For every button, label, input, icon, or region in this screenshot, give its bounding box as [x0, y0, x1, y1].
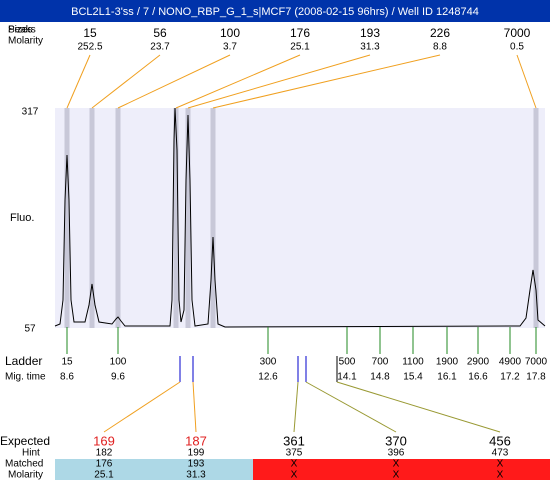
hint: 473 [492, 448, 509, 459]
expected-size: 456 [489, 433, 511, 448]
peak-band [89, 108, 95, 328]
peak-molarity: 8.8 [433, 42, 447, 53]
peak-connector [212, 54, 441, 109]
peak-connector [117, 54, 231, 109]
ladder-size: 4900 [499, 357, 522, 368]
ladder-size: 2900 [467, 357, 490, 368]
ladder-size: 1900 [436, 357, 459, 368]
ladder-size: 700 [372, 357, 389, 368]
peak-size: 56 [153, 26, 167, 40]
expected-size: 361 [283, 433, 305, 448]
plot-area [55, 108, 545, 328]
expected-size: 370 [385, 433, 407, 448]
peak-band [115, 108, 121, 328]
mig-time: 17.8 [526, 372, 546, 383]
hint: 199 [188, 448, 205, 459]
peak-connector [187, 54, 371, 109]
peaks-label: Peaks [8, 25, 36, 36]
connector [305, 381, 397, 433]
matched: X [393, 459, 400, 470]
matched: 176 [96, 459, 113, 470]
peak-size: 226 [430, 26, 450, 40]
hint: 375 [286, 448, 303, 459]
mig-time: 8.6 [60, 372, 74, 383]
peak-molarity: 31.3 [360, 42, 380, 53]
y-axis-label: Fluo. [10, 212, 34, 224]
peak-band [173, 108, 179, 328]
ladder-size: 500 [339, 357, 356, 368]
matched-molarity: X [497, 470, 504, 480]
connector [103, 381, 181, 433]
peak-size: 193 [360, 26, 380, 40]
connector [336, 381, 501, 433]
peak-size: 15 [83, 26, 97, 40]
mig-time-label: Mig. time [5, 372, 46, 383]
hint: 182 [96, 448, 113, 459]
matched-molarity: X [291, 470, 298, 480]
ladder-size: 7000 [525, 357, 548, 368]
matched: X [291, 459, 298, 470]
ladder-label: Ladder [5, 354, 42, 368]
hint: 396 [388, 448, 405, 459]
molarity-row-label: Molarity [8, 470, 43, 480]
mig-time: 16.6 [468, 372, 488, 383]
ladder-size: 300 [260, 357, 277, 368]
y-bottom-label: 57 [24, 324, 36, 335]
connector [293, 381, 299, 433]
unmatched-bg [253, 459, 550, 480]
peak-band [64, 108, 70, 328]
trace [54, 107, 546, 328]
mig-time: 15.4 [403, 372, 423, 383]
mig-time: 9.6 [111, 372, 125, 383]
matched-molarity: 25.1 [94, 470, 114, 480]
y-top-label: 317 [22, 107, 39, 118]
peak-connector [516, 54, 537, 109]
peak-molarity: 23.7 [150, 42, 170, 53]
expected-size: 187 [185, 433, 207, 448]
mig-time: 14.8 [370, 372, 390, 383]
ladder-size: 100 [110, 357, 127, 368]
peak-connector [91, 54, 161, 109]
mig-time: 17.2 [500, 372, 520, 383]
sizes-label: Sizes [8, 25, 32, 36]
matched-label: Matched [5, 459, 43, 470]
mig-time: 14.1 [337, 372, 357, 383]
peak-connector [66, 54, 91, 109]
peak-molarity: 25.1 [290, 42, 310, 53]
matched-molarity: X [393, 470, 400, 480]
peak-band [185, 108, 191, 328]
title-bar [0, 0, 550, 22]
peak-molarity: 0.5 [510, 42, 524, 53]
hint-label: Hint [22, 448, 40, 459]
peak-band [210, 108, 216, 328]
title: BCL2L1-3'ss / 7 / NONO_RBP_G_1_s|MCF7 (2… [71, 6, 479, 18]
peak-molarity: 252.5 [77, 42, 102, 53]
mig-time: 12.6 [258, 372, 278, 383]
matched: X [497, 459, 504, 470]
peak-band [533, 108, 539, 328]
matched-molarity: 31.3 [186, 470, 206, 480]
matched-bg [55, 459, 253, 480]
ladder-size: 15 [61, 357, 73, 368]
peak-size: 100 [220, 26, 240, 40]
peak-connector [175, 54, 301, 109]
mig-time: 16.1 [437, 372, 457, 383]
molarity-label: Molarity [8, 36, 43, 47]
matched: 193 [188, 459, 205, 470]
ladder-size: 1100 [402, 357, 424, 368]
peak-size: 176 [290, 26, 310, 40]
expected-size: 169 [93, 433, 115, 448]
peak-molarity: 3.7 [223, 42, 237, 53]
expected-label: Expected [0, 434, 50, 448]
peak-size: 7000 [504, 26, 531, 40]
connector [192, 381, 197, 433]
